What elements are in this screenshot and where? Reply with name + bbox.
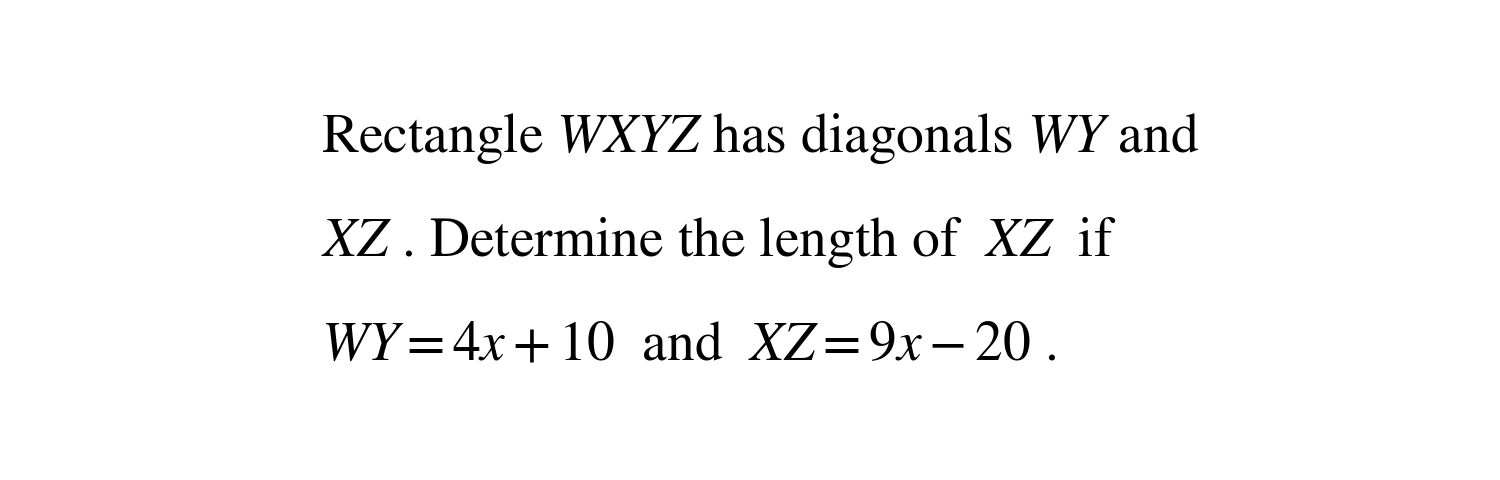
Text: $\mathit{WY} = 4x + 10$  and  $\mathit{XZ} = 9x-20$ .: $\mathit{WY} = 4x + 10$ and $\mathit{XZ}… — [321, 321, 1056, 371]
Text: Rectangle $\mathit{WXYZ}$ has diagonals $\mathit{WY}$ and: Rectangle $\mathit{WXYZ}$ has diagonals … — [321, 111, 1200, 167]
Text: $\mathit{XZ}$ . Determine the length of  $\mathit{XZ}$  if: $\mathit{XZ}$ . Determine the length of … — [321, 215, 1118, 270]
